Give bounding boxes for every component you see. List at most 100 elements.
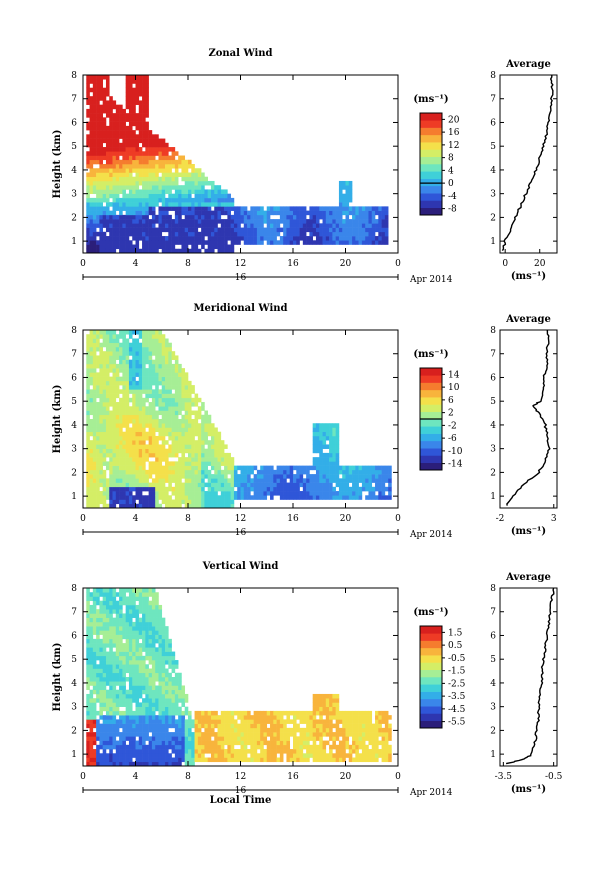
heatmap-cell <box>125 651 130 657</box>
heatmap-cell <box>161 634 166 640</box>
heatmap-cell <box>142 732 146 737</box>
heatmap-cell <box>210 499 215 505</box>
heatmap-cell <box>115 389 120 394</box>
heatmap-cell <box>165 740 169 746</box>
heatmap-cell <box>109 389 113 394</box>
heatmap-cell <box>132 461 136 466</box>
heatmap-cell <box>128 368 133 373</box>
heatmap-cell <box>138 189 143 194</box>
heatmap-cell <box>161 630 166 635</box>
heatmap-cell <box>115 744 120 750</box>
heatmap-cell <box>112 706 117 712</box>
heatmap-cell <box>151 168 156 173</box>
heatmap-cell <box>184 206 189 211</box>
heatmap-cell <box>181 457 186 462</box>
heatmap-cell <box>171 677 176 682</box>
heatmap-cell <box>204 474 208 479</box>
heatmap-cell <box>125 197 130 203</box>
heatmap-cell <box>135 223 140 228</box>
heatmap-cell <box>122 248 126 254</box>
heatmap-cell <box>299 491 304 496</box>
heatmap-cell <box>142 368 146 373</box>
heatmap-cell <box>86 351 90 356</box>
heatmap-cell <box>204 248 208 254</box>
heatmap-cell <box>217 244 222 250</box>
heatmap-cell <box>276 227 281 233</box>
heatmap-cells <box>86 75 389 254</box>
heatmap-cell <box>161 397 166 403</box>
heatmap-cell <box>371 210 376 216</box>
heatmap-cell <box>174 185 179 190</box>
heatmap-cell <box>191 248 195 254</box>
heatmap-cell <box>142 104 146 110</box>
heatmap-cell <box>122 465 126 471</box>
heatmap-cell <box>171 736 176 741</box>
heatmap-cell <box>89 617 94 623</box>
heatmap-cell <box>145 121 149 127</box>
heatmap-cell <box>188 389 192 394</box>
heatmap-cell <box>105 172 110 178</box>
heatmap-cell <box>197 749 202 754</box>
heatmap-cell <box>109 672 113 678</box>
heatmap-cell <box>155 664 159 669</box>
heatmap-cell <box>151 227 156 233</box>
y-tick-label: 2 <box>71 213 77 223</box>
heatmap-cell <box>112 634 117 640</box>
heatmap-cell <box>158 142 163 148</box>
heatmap-cell <box>181 440 186 445</box>
heatmap-cell <box>128 91 133 97</box>
heatmap-cell <box>105 621 110 627</box>
heatmap-cell <box>188 744 192 750</box>
heatmap-cell <box>250 236 254 241</box>
heatmap-cell <box>207 240 212 245</box>
heatmap-cell <box>135 744 140 750</box>
heatmap-cell <box>266 465 271 471</box>
heatmap-cell <box>329 236 333 241</box>
heatmap-cell <box>145 715 149 720</box>
heatmap-cell <box>184 380 189 386</box>
heatmap-cell <box>247 482 251 488</box>
heatmap-cell <box>171 147 176 152</box>
heatmap-cell <box>161 651 166 657</box>
heatmap-cell <box>142 478 146 483</box>
heatmap-cell <box>125 634 130 640</box>
heatmap-cell <box>276 240 281 245</box>
heatmap-cell <box>99 219 103 224</box>
heatmap-cell <box>96 414 100 420</box>
heatmap-cell <box>155 491 159 496</box>
heatmap-cell <box>145 757 149 763</box>
heatmap-cell <box>119 435 123 441</box>
heatmap-cell <box>128 757 133 763</box>
heatmap-cell <box>158 753 163 758</box>
heatmap-cell <box>92 87 97 93</box>
heatmap-cell <box>89 334 94 339</box>
heatmap-cell <box>92 227 97 233</box>
heatmap-cell <box>109 753 113 758</box>
heatmap-cell <box>92 677 97 682</box>
heatmap-cell <box>145 672 149 678</box>
heatmap-cell <box>148 444 153 449</box>
heatmap-cell <box>348 206 353 211</box>
heatmap-cell <box>89 240 94 245</box>
heatmap-cell <box>161 197 166 203</box>
heatmap-cell <box>99 236 103 241</box>
heatmap-cell <box>217 740 222 746</box>
heatmap-cell <box>96 342 100 348</box>
heatmap-cell <box>260 469 264 475</box>
heatmap-cell <box>319 423 323 428</box>
heatmap-cell <box>253 206 258 211</box>
heatmap-cell <box>168 651 172 657</box>
heatmap-cell <box>128 397 133 403</box>
heatmap-cell <box>145 393 149 399</box>
heatmap-cell <box>214 427 218 433</box>
heatmap-cell <box>102 630 107 635</box>
heatmap-cell <box>99 376 103 382</box>
heatmap-cell <box>115 227 120 233</box>
heatmap-cell <box>155 757 159 763</box>
heatmap-cell <box>151 677 156 682</box>
heatmap-cell <box>171 719 176 724</box>
heatmap-cell <box>96 83 100 89</box>
heatmap-cell <box>247 236 251 241</box>
heatmap-cell <box>145 410 149 416</box>
heatmap-cell <box>352 478 356 483</box>
